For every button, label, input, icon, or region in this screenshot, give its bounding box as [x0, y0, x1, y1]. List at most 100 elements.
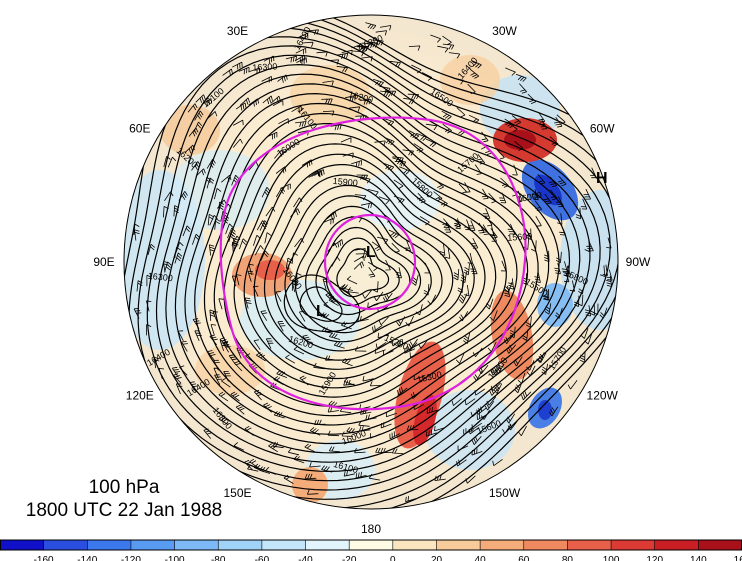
wind-barb	[357, 316, 369, 322]
wind-barb	[291, 281, 298, 293]
colorbar-swatch	[130, 539, 176, 551]
wind-barb	[314, 419, 326, 425]
contour-label: 15600	[507, 231, 533, 243]
wind-barb	[351, 160, 363, 168]
wind-barb	[404, 347, 416, 354]
colorbar-tick-label: -140	[77, 555, 97, 561]
wind-barb	[348, 106, 361, 112]
wind-barb	[323, 217, 334, 225]
wind-barb	[235, 102, 247, 111]
colorbar-tick-label: 100	[603, 555, 620, 561]
wind-barb	[467, 83, 476, 95]
wind-barb	[478, 222, 485, 234]
wind-barb	[534, 200, 543, 211]
wind-barb	[221, 174, 232, 183]
contour-label: 16300	[252, 61, 278, 72]
wind-barb	[506, 344, 517, 354]
colorbar-swatch	[436, 539, 481, 551]
wind-barb	[395, 267, 402, 279]
wind-barb	[328, 296, 339, 307]
wind-barb	[549, 136, 559, 147]
wind-barb	[194, 110, 204, 121]
wind-barb	[328, 332, 341, 340]
wind-barb	[495, 363, 505, 374]
height-contour	[294, 205, 432, 334]
wind-barb	[472, 347, 483, 357]
wind-barb	[354, 248, 366, 254]
wind-barb	[606, 237, 612, 249]
wind-barb	[361, 56, 373, 62]
wind-barb	[525, 316, 532, 328]
wind-barb	[164, 191, 174, 202]
wind-barb	[378, 196, 390, 205]
wind-barb	[171, 366, 181, 378]
wind-barb	[276, 369, 288, 378]
wind-barb	[433, 191, 443, 201]
wind-barb	[327, 242, 338, 252]
wind-barb	[442, 218, 451, 229]
wind-barb	[367, 41, 379, 48]
wind-barb	[487, 341, 497, 353]
wind-barb	[554, 116, 563, 128]
colorbar-swatch	[698, 539, 742, 551]
wind-barb	[304, 443, 315, 453]
wind-barb	[293, 345, 305, 355]
wind-barb	[405, 496, 417, 503]
wind-barb	[177, 330, 184, 341]
wind-barb	[464, 398, 476, 406]
colorbar-tick-label: 120	[646, 555, 663, 561]
wind-barb	[391, 242, 400, 254]
wind-barb	[368, 266, 376, 278]
wind-barb	[302, 41, 314, 48]
wind-barb	[464, 182, 471, 193]
wind-barb	[474, 164, 482, 175]
wind-barb	[253, 339, 261, 350]
colorbar-tick-label: -160	[34, 555, 54, 561]
wind-barb	[259, 220, 269, 231]
low-center-siberia: L	[316, 303, 326, 320]
wind-barb	[146, 324, 152, 336]
wind-barb	[509, 326, 516, 339]
wind-barb	[295, 121, 307, 128]
wind-barb	[153, 356, 160, 369]
wind-barb	[467, 252, 473, 265]
wind-barb	[222, 68, 233, 76]
wind-barb	[599, 265, 606, 277]
height-contour	[203, 112, 529, 417]
wind-barb	[480, 409, 490, 420]
wind-barb	[259, 466, 271, 474]
wind-barb	[579, 351, 586, 363]
wind-barb	[465, 475, 476, 484]
colorbar-swatch	[86, 539, 132, 551]
wind-barb	[411, 64, 422, 74]
wind-barb	[536, 352, 545, 363]
wind-barb	[399, 166, 410, 175]
wind-barb	[231, 275, 238, 287]
wind-barb	[534, 271, 541, 283]
wind-barb	[372, 39, 384, 46]
wind-barb	[537, 352, 547, 363]
wind-barb	[507, 223, 516, 235]
wind-barb	[439, 244, 446, 256]
wind-barb	[423, 284, 430, 296]
wind-barb	[554, 262, 561, 275]
wind-barb	[406, 424, 419, 431]
wind-barb	[173, 205, 180, 217]
height-contour	[213, 123, 518, 408]
wind-barb	[146, 274, 152, 287]
wind-barb	[342, 152, 354, 158]
wind-barb	[426, 406, 438, 414]
wind-barb	[407, 93, 420, 100]
wind-barb	[244, 297, 252, 309]
wind-barb	[380, 447, 392, 453]
wind-barb	[377, 332, 389, 339]
colorbar-tick-label: -60	[255, 555, 270, 561]
lon-label-2: 60W	[590, 122, 615, 136]
wind-barb	[488, 192, 497, 204]
wind-barb	[471, 60, 482, 69]
wind-barb	[526, 365, 536, 376]
wind-barb	[327, 406, 340, 413]
wind-barb	[233, 237, 239, 250]
wind-barb	[383, 350, 394, 356]
wind-barb	[434, 179, 444, 190]
